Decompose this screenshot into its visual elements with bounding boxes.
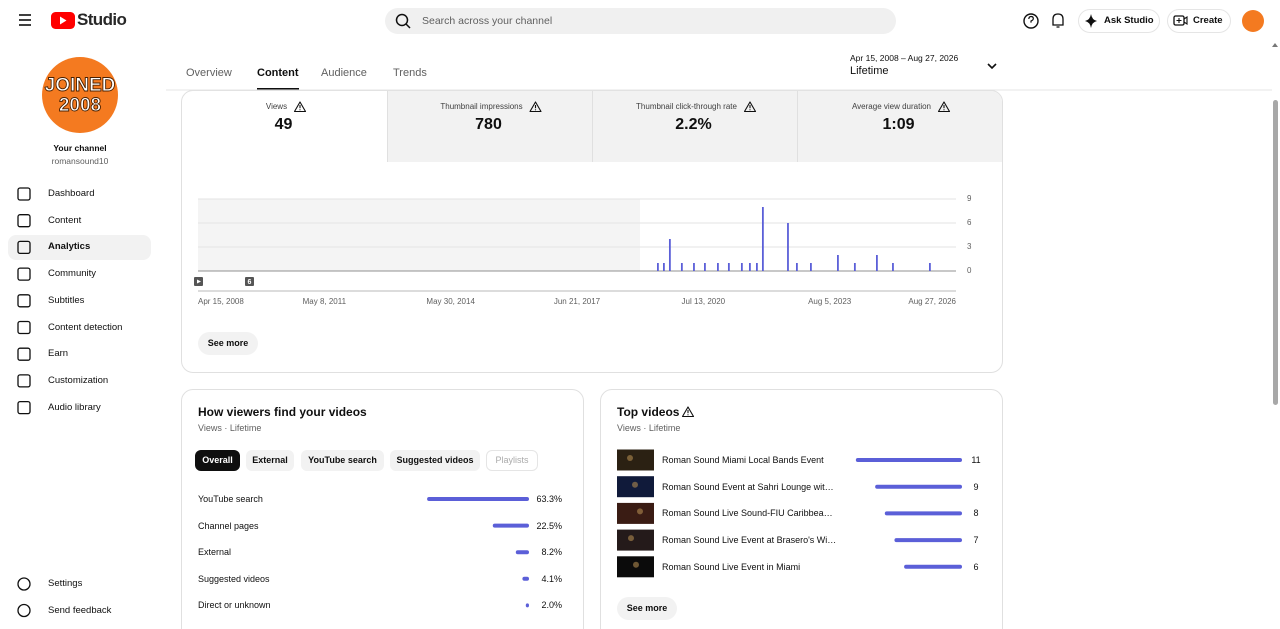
source-name: Direct or unknown xyxy=(198,600,271,611)
video-views: 7 xyxy=(973,535,979,546)
card-title: How viewers find your videos xyxy=(198,405,367,419)
avatar-text: JOINED xyxy=(45,75,116,96)
metric-label: Thumbnail impressions xyxy=(440,102,523,111)
ask-button[interactable] xyxy=(1078,9,1160,33)
date-chevron xyxy=(987,63,997,70)
nav-icon xyxy=(17,214,31,228)
metric-tab-bg xyxy=(592,91,798,162)
source-value: 8.2% xyxy=(541,547,562,558)
tab[interactable]: Overview xyxy=(186,67,232,79)
video-title[interactable]: Roman Sound Live Sound-FIU Caribbea… xyxy=(662,508,833,519)
nav-icon xyxy=(17,187,31,201)
filter-chip[interactable]: YouTube search xyxy=(301,450,384,471)
filter-chip[interactable]: Suggested videos xyxy=(390,450,480,471)
video-title[interactable]: Roman Sound Miami Local Bands Event xyxy=(662,455,824,465)
create-label: Create xyxy=(1193,15,1223,26)
nav-icon xyxy=(17,577,31,591)
nav-icon xyxy=(17,374,31,388)
nav-item[interactable]: Content xyxy=(48,214,82,226)
nav-icon xyxy=(17,347,31,361)
tab[interactable]: Audience xyxy=(321,67,367,79)
source-value: 22.5% xyxy=(536,520,562,531)
traffic-card xyxy=(181,389,584,629)
create-button[interactable] xyxy=(1167,9,1231,33)
filter-chip[interactable]: Overall xyxy=(195,450,240,471)
nav-active-bg xyxy=(8,235,151,261)
logo-mark xyxy=(51,12,75,29)
help-icon xyxy=(1023,13,1039,29)
logo-text: Studio xyxy=(77,10,127,29)
metric-label: Thumbnail click-through rate xyxy=(636,102,737,111)
search-placeholder: Search across your channel xyxy=(422,15,553,27)
video-title[interactable]: Roman Sound Event at Sahri Lounge wit… xyxy=(662,481,834,492)
tab-underline xyxy=(257,88,299,90)
nav-icon xyxy=(17,320,31,335)
video-views: 11 xyxy=(971,455,981,465)
date-period: Lifetime xyxy=(850,65,889,77)
metric-label: Views xyxy=(265,102,288,111)
source-name: External xyxy=(198,547,232,558)
metric-tab-bg xyxy=(387,91,593,162)
card-subtitle: Views · Lifetime xyxy=(198,423,262,433)
nav-icon xyxy=(17,603,31,618)
see-more-button[interactable]: See more xyxy=(198,332,258,355)
metric-value: 2.2% xyxy=(675,116,712,133)
logo-play xyxy=(60,16,67,25)
video-title[interactable]: Roman Sound Live Event at Brasero's Wi… xyxy=(662,535,837,546)
nav-icon xyxy=(17,400,31,415)
source-value: 2.0% xyxy=(541,600,562,611)
nav-item[interactable]: Subtitles xyxy=(48,294,85,306)
scroll-up xyxy=(1272,43,1278,47)
nav-item[interactable]: Settings xyxy=(48,578,83,589)
nav-item[interactable]: Community xyxy=(48,268,97,280)
nav-item[interactable]: Analytics xyxy=(48,241,91,253)
nav-item[interactable]: Dashboard xyxy=(48,188,95,199)
source-name: YouTube search xyxy=(198,494,263,504)
channel-label: Your channel xyxy=(53,143,107,153)
card-title: Top videos xyxy=(617,405,680,419)
metric-value: 1:09 xyxy=(882,116,915,133)
scroll-thumb xyxy=(1273,100,1278,405)
bell-icon xyxy=(1052,13,1064,28)
tab[interactable]: Content xyxy=(257,67,299,79)
nav-icon xyxy=(17,267,31,281)
video-title[interactable]: Roman Sound Live Event in Miami xyxy=(662,561,801,572)
metrics-card xyxy=(181,90,1003,373)
nav-item[interactable]: Earn xyxy=(48,348,69,360)
search-box[interactable] xyxy=(385,8,896,34)
tab[interactable]: Trends xyxy=(393,67,427,79)
channel-avatar xyxy=(42,57,118,133)
top-videos-card xyxy=(600,389,1003,629)
video-views: 6 xyxy=(973,561,979,572)
source-name: Suggested videos xyxy=(198,573,270,584)
filter-chip[interactable]: External xyxy=(246,450,294,471)
see-more-button[interactable]: See more xyxy=(617,597,677,620)
avatar-text: 2008 xyxy=(59,95,101,116)
nav-item[interactable]: Customization xyxy=(48,374,109,386)
video-views: 8 xyxy=(973,508,979,519)
nav-item[interactable]: Audio library xyxy=(48,401,101,413)
card-subtitle: Views · Lifetime xyxy=(617,423,681,433)
filter-chip: Playlists xyxy=(486,450,538,471)
account-avatar xyxy=(1242,10,1264,32)
nav-icon xyxy=(17,294,31,308)
date-range: Apr 15, 2008 – Aug 27, 2026 xyxy=(850,53,959,63)
metric-value: 780 xyxy=(475,116,502,133)
metric-tab-bg xyxy=(797,91,1002,162)
nav-item[interactable]: Send feedback xyxy=(48,604,112,616)
source-value: 4.1% xyxy=(541,573,562,584)
ask-label: Ask Studio xyxy=(1104,15,1154,26)
channel-handle: romansound10 xyxy=(51,156,109,166)
nav-item[interactable]: Content detection xyxy=(48,321,123,333)
source-value: 63.3% xyxy=(536,494,562,504)
source-name: Channel pages xyxy=(198,520,259,531)
help-mark xyxy=(1028,15,1034,23)
video-views: 9 xyxy=(973,481,979,492)
metric-label: Average view duration xyxy=(851,102,931,111)
metric-value: 49 xyxy=(274,116,293,133)
